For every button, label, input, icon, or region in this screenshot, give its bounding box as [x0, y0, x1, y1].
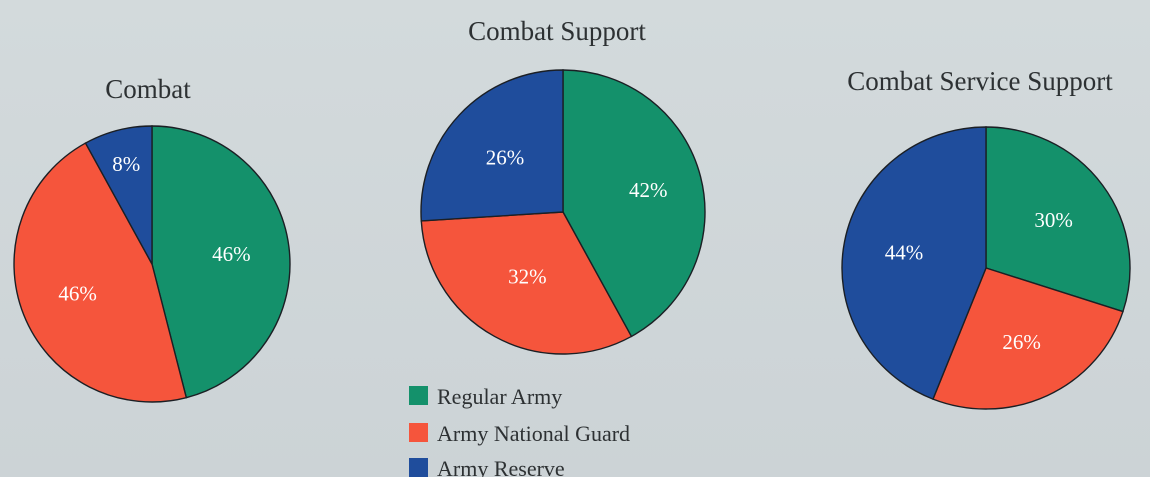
slice-label-army-national-guard: 46% — [58, 282, 97, 306]
legend-swatch-army-national-guard — [409, 423, 428, 442]
pie-chart-1: Combat 46% 46% 8% — [13, 74, 291, 403]
legend-swatch-regular-army — [409, 386, 428, 405]
legend: Regular Army Army National Guard Army Re… — [409, 384, 630, 477]
pie-slice-regular-army — [985, 126, 1131, 313]
slice-label-army-reserve: 8% — [112, 152, 140, 176]
pie-slice-regular-army — [562, 69, 706, 338]
pie-slice-army-reserve — [841, 126, 987, 401]
slice-label-regular-army: 30% — [1034, 208, 1073, 232]
pie-title: Combat Support — [468, 16, 646, 46]
slice-label-regular-army: 46% — [212, 242, 251, 266]
legend-label-army-national-guard: Army National Guard — [437, 421, 630, 446]
pie-title: Combat Service Support — [847, 66, 1113, 96]
slice-label-army-national-guard: 26% — [1002, 330, 1041, 354]
pie-slice-regular-army — [151, 125, 291, 399]
pie-chart-2: Combat Support 42% 32% 26% — [420, 16, 706, 355]
legend-label-regular-army: Regular Army — [437, 384, 562, 409]
pie-slice-army-reserve — [84, 125, 153, 265]
legend-swatch-army-reserve — [409, 458, 428, 477]
pie-slice-army-reserve — [420, 69, 564, 222]
slice-label-army-national-guard: 32% — [508, 265, 547, 289]
slice-label-army-reserve: 44% — [885, 241, 924, 265]
pie-slice-army-national-guard — [420, 211, 633, 355]
pie-slice-army-national-guard — [932, 267, 1124, 410]
slice-label-army-reserve: 26% — [486, 146, 525, 170]
pie-slice-army-national-guard — [13, 142, 188, 403]
pie-chart-3: Combat Service Support 30% 26% 44% — [841, 66, 1131, 410]
legend-label-army-reserve: Army Reserve — [437, 456, 565, 477]
slice-label-regular-army: 42% — [629, 178, 668, 202]
pie-title: Combat — [105, 74, 191, 104]
